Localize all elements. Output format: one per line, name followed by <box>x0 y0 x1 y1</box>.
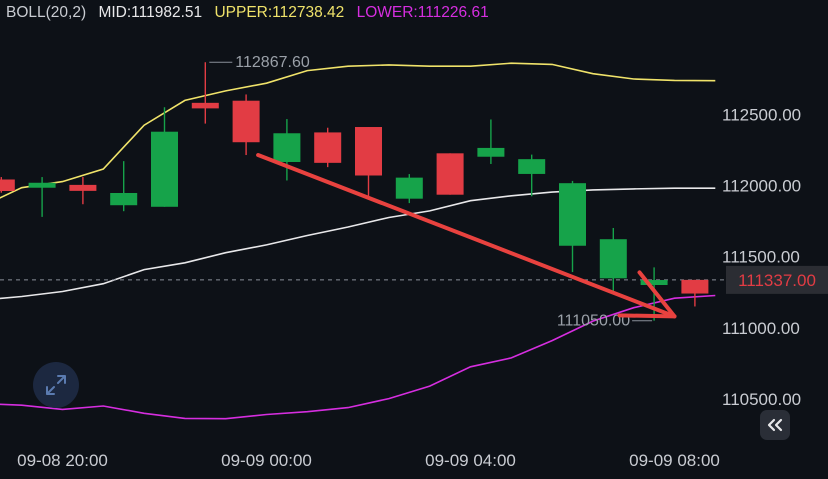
candle-body <box>599 239 627 279</box>
jump-to-latest-button[interactable] <box>760 410 790 440</box>
boll-indicator-label: BOLL(20,2) <box>6 4 87 21</box>
y-tick-label: 112000.00 <box>722 177 801 196</box>
y-tick-label: 111000.00 <box>722 319 800 338</box>
candle-body <box>273 133 301 162</box>
y-tick-label: 111500.00 <box>722 248 800 267</box>
candle-body <box>69 184 97 191</box>
low-price-annotation: 111050.00 <box>557 313 630 330</box>
candle-body <box>559 183 586 246</box>
boll-mid-band <box>0 187 716 300</box>
candle-body <box>151 131 178 207</box>
candle-body <box>28 182 56 188</box>
candle-body <box>681 279 709 294</box>
x-tick-label: 09-09 08:00 <box>629 451 720 470</box>
candle-body <box>436 153 464 195</box>
candle-body <box>110 192 138 206</box>
expand-chart-button[interactable] <box>33 362 79 408</box>
candle-body <box>518 159 546 174</box>
candle-body <box>314 132 342 163</box>
x-tick-label: 09-09 00:00 <box>221 451 312 470</box>
candle-body <box>395 177 423 199</box>
mid-band-value: MID:111982.51 <box>98 4 203 21</box>
trend-arrow-head <box>617 270 677 319</box>
lower-band-value: LOWER:111226.61 <box>356 4 489 21</box>
boll-upper-band <box>0 62 716 199</box>
candle-body <box>0 179 15 192</box>
current-price-tag <box>726 265 828 294</box>
x-tick-label: 09-08 20:00 <box>17 451 108 470</box>
candle-body <box>191 102 219 109</box>
candle-body <box>477 147 505 157</box>
boll-lower-band <box>0 294 716 420</box>
candle-body <box>355 127 382 176</box>
candle-body <box>640 280 668 285</box>
high-price-annotation: 112867.60 <box>235 54 310 71</box>
indicator-legend: BOLL(20,2) MID:111982.51 UPPER:112738.42… <box>6 4 497 22</box>
upper-band-value: UPPER:112738.42 <box>214 4 345 21</box>
expand-arrows-icon <box>46 375 66 395</box>
y-tick-label: 112500.00 <box>722 106 801 125</box>
candle-body <box>232 100 260 143</box>
jump-to-latest-icon <box>767 418 783 432</box>
x-tick-label: 09-09 04:00 <box>425 451 516 470</box>
trend-arrow <box>256 153 677 319</box>
current-price-label: 111337.00 <box>738 271 816 290</box>
y-tick-label: 110500.00 <box>722 390 801 409</box>
